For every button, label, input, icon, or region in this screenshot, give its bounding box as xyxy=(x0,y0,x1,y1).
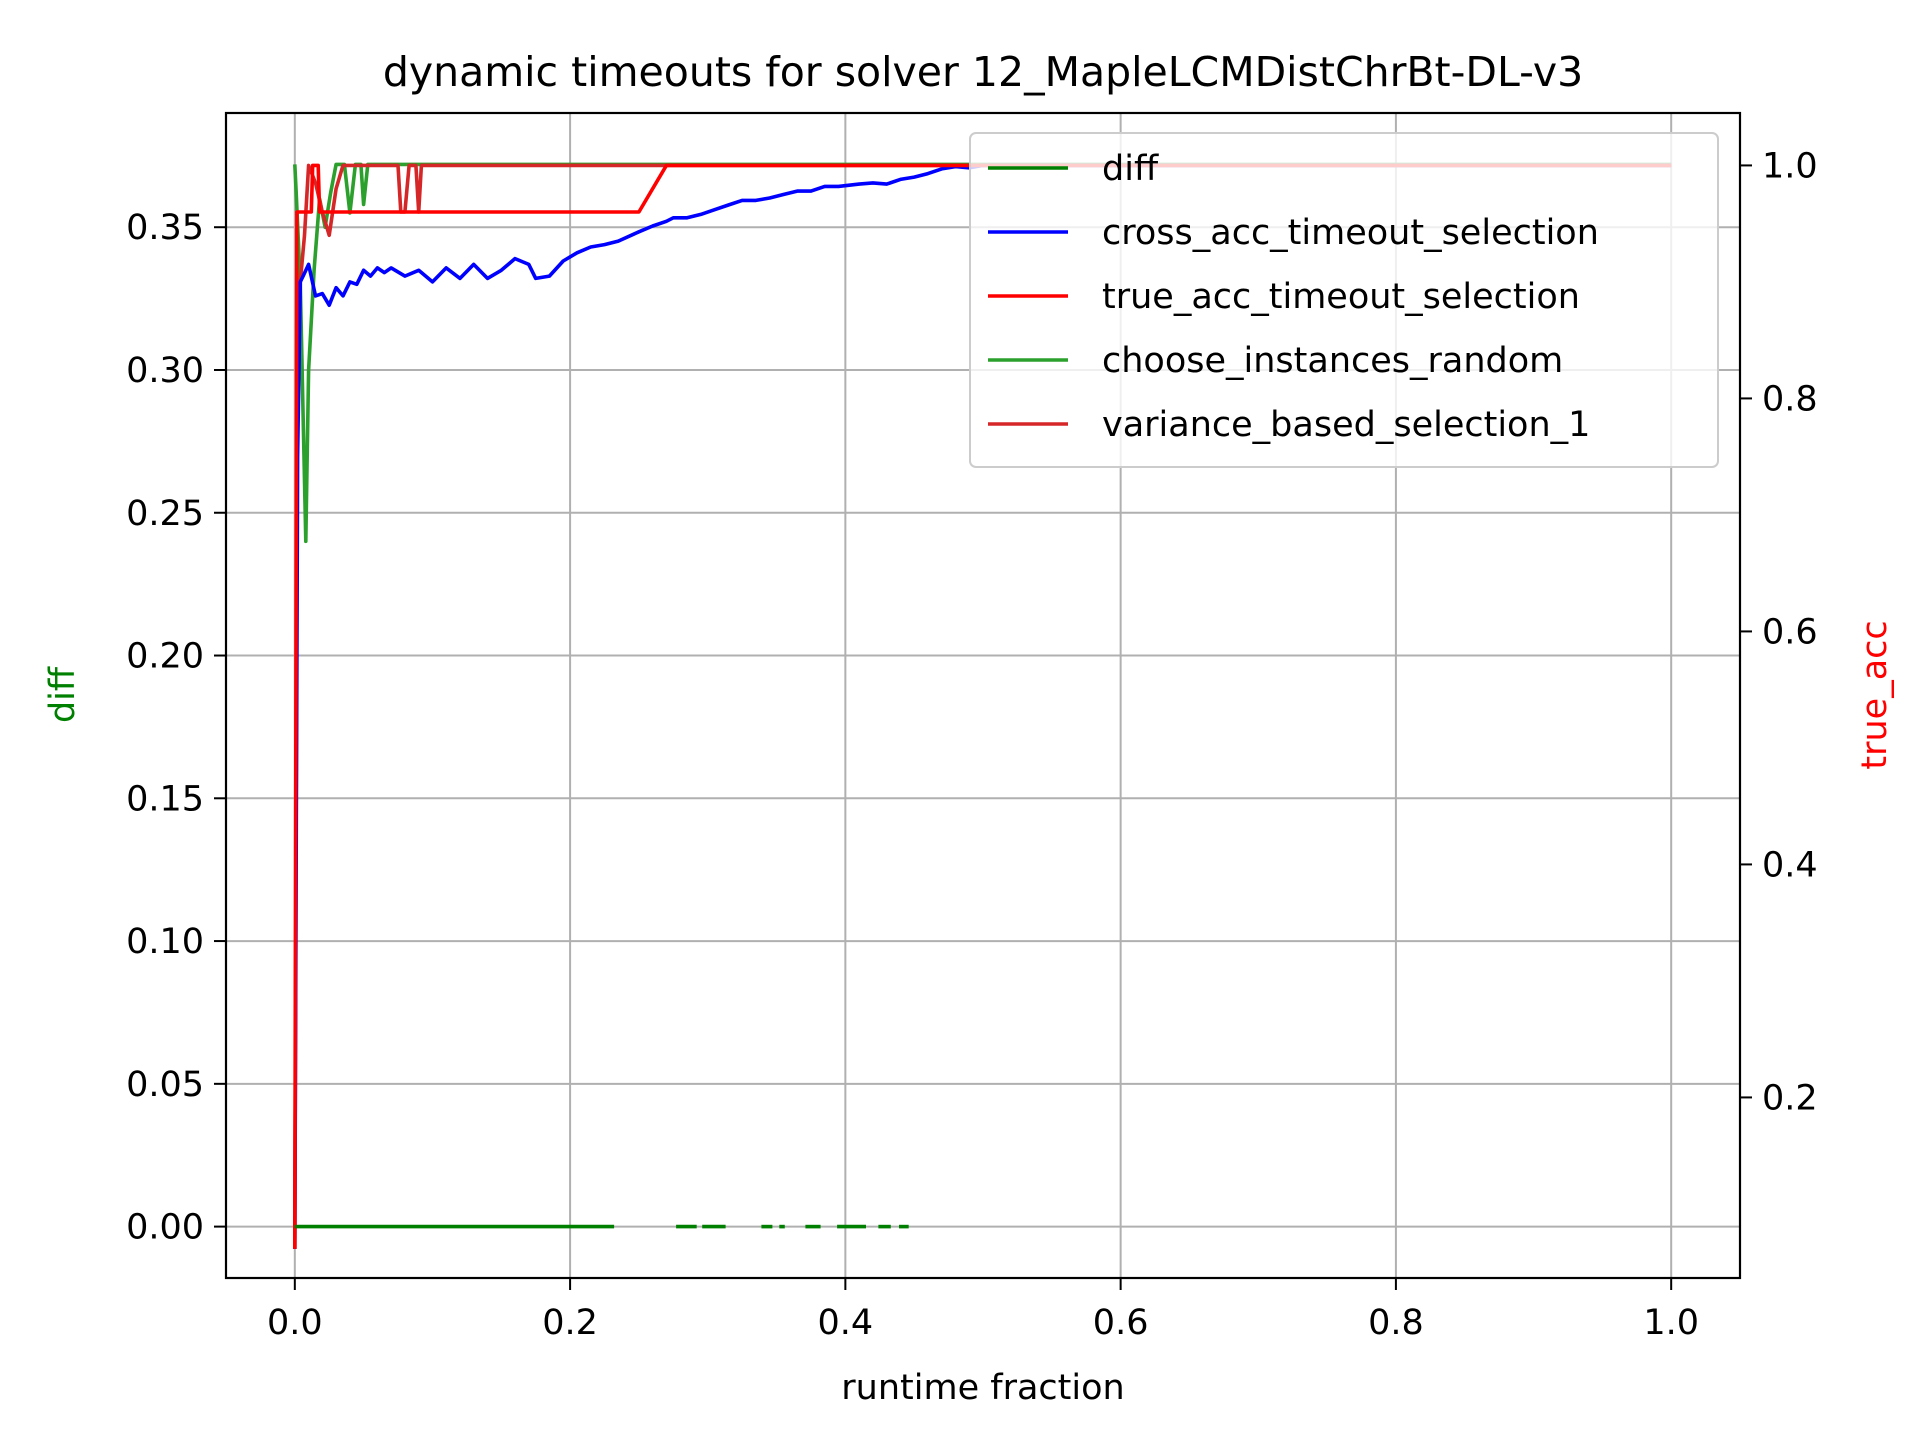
x-tick-label: 1.0 xyxy=(1643,1303,1699,1343)
legend-label-true-acc-timeout-selection: true_acc_timeout_selection xyxy=(1102,277,1580,317)
legend-label-choose-instances-random: choose_instances_random xyxy=(1102,341,1563,381)
series-line-cross-acc-timeout-selection xyxy=(293,163,1672,1249)
series-line-true-acc-timeout-selection xyxy=(293,163,1672,1249)
legend-label-variance-based-selection-1: variance_based_selection_1 xyxy=(1102,405,1590,445)
y-left-tick-label: 0.20 xyxy=(126,637,204,677)
series-choose-instances-random xyxy=(293,162,1672,544)
x-tick-label: 0.0 xyxy=(267,1303,323,1343)
series-cross-acc-timeout-selection xyxy=(293,163,1672,1249)
y-left-tick-label: 0.10 xyxy=(126,922,204,962)
legend-box xyxy=(969,132,1719,468)
series-variance-based-selection-1 xyxy=(293,163,1672,1249)
x-tick-label: 0.6 xyxy=(1093,1303,1149,1343)
y-right-tick-label: 0.2 xyxy=(1762,1078,1818,1118)
y-left-tick-label: 0.25 xyxy=(126,494,204,534)
y-axis-left-label: diff xyxy=(43,666,83,723)
plot-frame xyxy=(224,111,1742,1280)
y-right-tick-label: 0.8 xyxy=(1762,379,1818,419)
y-left-tick-label: 0.35 xyxy=(126,208,204,248)
x-tick-label: 0.4 xyxy=(818,1303,874,1343)
y-right-tick-label: 0.6 xyxy=(1762,612,1818,652)
legend-label-diff: diff xyxy=(1102,149,1159,189)
y-left-tick-label: 0.05 xyxy=(126,1065,204,1105)
x-tick-label: 0.2 xyxy=(542,1303,598,1343)
y-left-tick-label: 0.15 xyxy=(126,779,204,819)
legend: diff cross_acc_timeout_selection true_acc_… xyxy=(969,132,1719,468)
y-left-tick-label: 0.00 xyxy=(126,1208,204,1248)
chart-title: dynamic timeouts for solver 12_MapleLCMD… xyxy=(383,48,1583,96)
y-axis-right-label: true_acc xyxy=(1855,620,1895,769)
y-right-tick-label: 0.4 xyxy=(1762,845,1818,885)
series-line-choose-instances-random xyxy=(293,162,1672,544)
x-tick-label: 0.8 xyxy=(1368,1303,1424,1343)
legend-items: diff cross_acc_timeout_selection true_acc_… xyxy=(988,149,1599,445)
x-axis-label: runtime fraction xyxy=(841,1368,1124,1408)
series-true-acc-timeout-selection xyxy=(293,163,1672,1249)
y-right-tick-label: 1.0 xyxy=(1762,146,1818,186)
legend-label-cross-acc-timeout-selection: cross_acc_timeout_selection xyxy=(1102,213,1599,253)
series-layer xyxy=(293,162,1672,1249)
series-line-variance-based-selection-1 xyxy=(293,163,1672,1249)
y-left-tick-label: 0.30 xyxy=(126,351,204,391)
ticks: 0.0 0.2 0.4 0.6 0.8 1.0 0.00 0.05 0.10 0.15 0.20 0.… xyxy=(126,146,1818,1343)
